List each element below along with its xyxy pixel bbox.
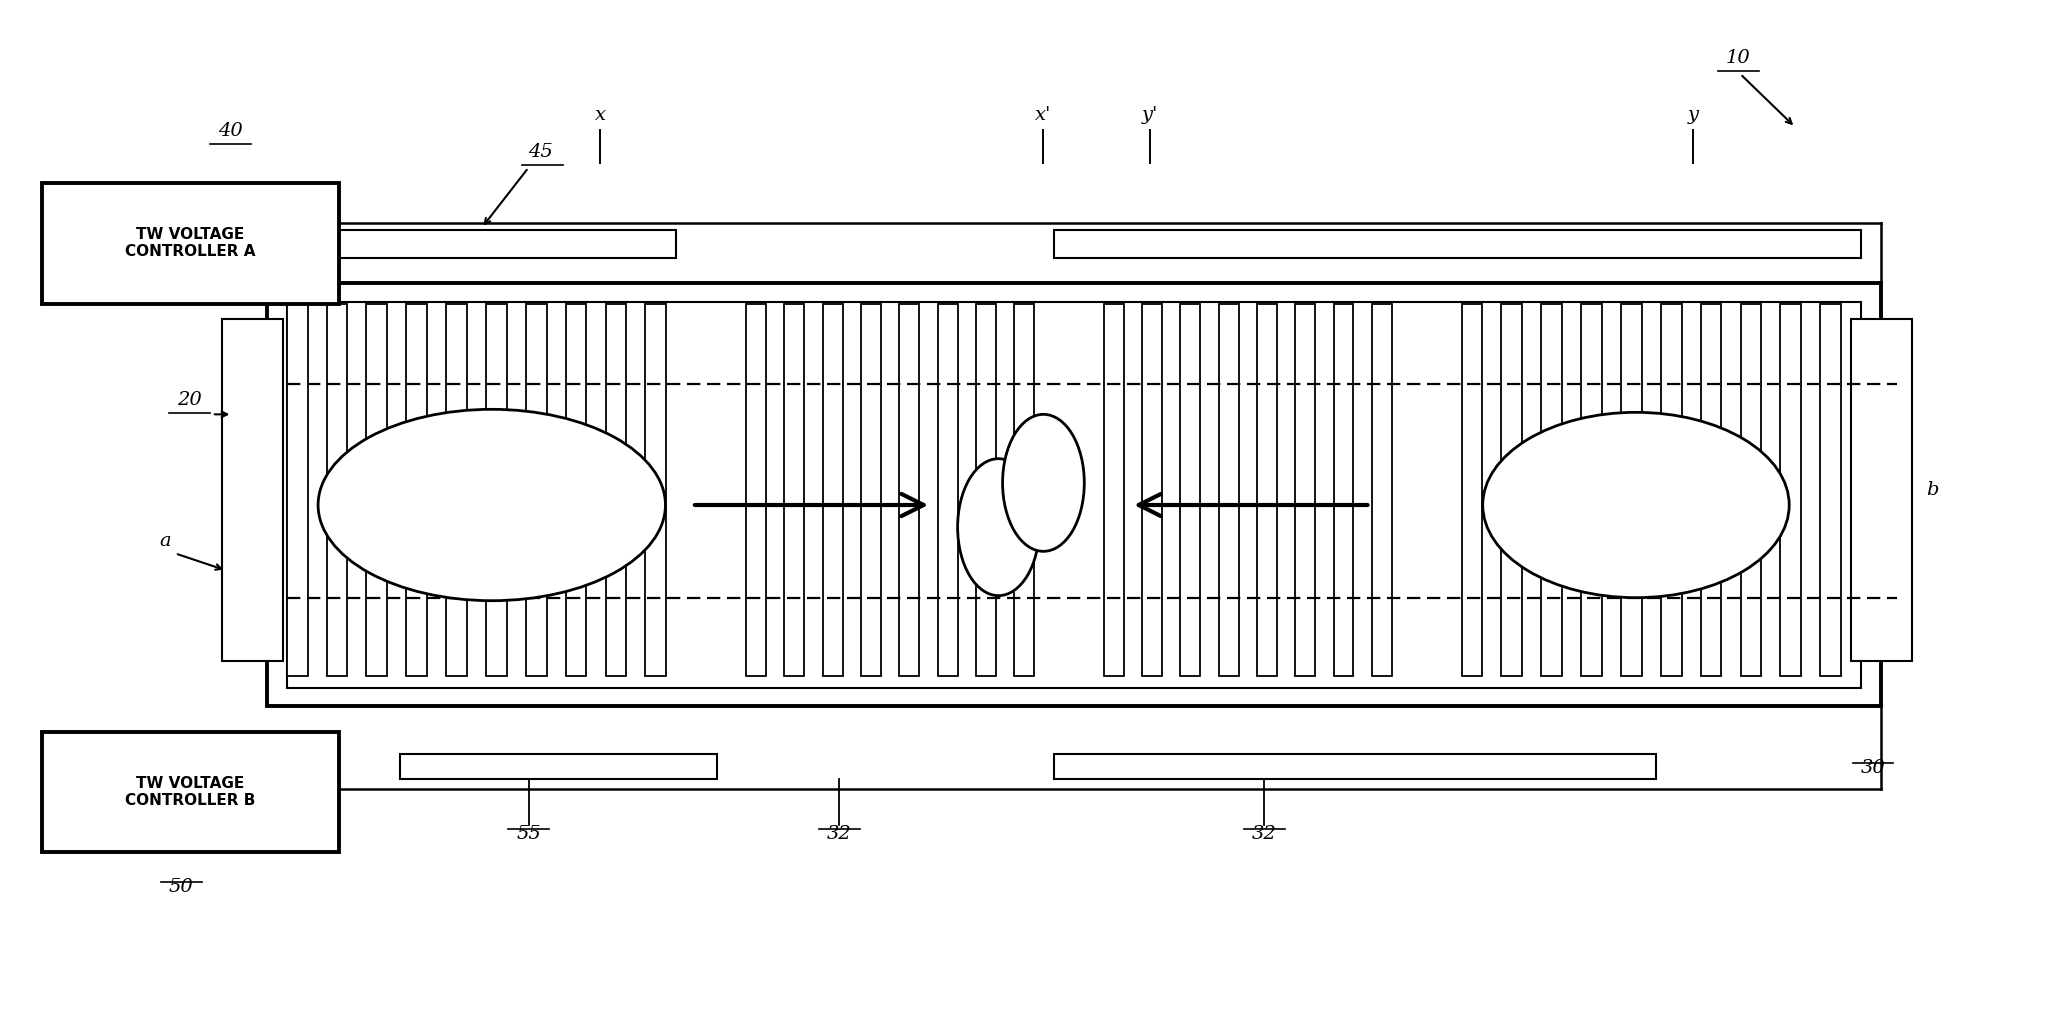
Bar (937, 304, 958, 677)
Bar (1850, 319, 1911, 662)
Text: y': y' (1142, 106, 1158, 124)
Bar (43, 183, 338, 304)
Bar (399, 753, 716, 779)
Bar (1054, 230, 1860, 259)
Bar (976, 304, 996, 677)
Bar (487, 304, 507, 677)
Bar (286, 304, 307, 677)
Bar (1821, 304, 1841, 677)
Bar (1741, 304, 1762, 677)
Bar (327, 304, 348, 677)
Bar (407, 304, 428, 677)
Bar (43, 731, 338, 852)
Bar (1780, 304, 1800, 677)
Bar (1461, 304, 1483, 677)
Bar (1295, 304, 1316, 677)
Bar (565, 304, 587, 677)
Text: TW VOLTAGE
CONTROLLER A: TW VOLTAGE CONTROLLER A (125, 227, 256, 260)
Bar (1661, 304, 1682, 677)
Bar (1582, 304, 1602, 677)
Text: TW VOLTAGE
CONTROLLER B: TW VOLTAGE CONTROLLER B (125, 776, 256, 808)
Bar (1181, 304, 1201, 677)
Bar (446, 304, 466, 677)
Text: a: a (160, 532, 170, 550)
Bar (1054, 753, 1657, 779)
Bar (526, 304, 546, 677)
Bar (861, 304, 882, 677)
Text: y: y (1688, 106, 1698, 124)
Bar (1219, 304, 1238, 677)
Bar (1620, 304, 1641, 677)
Bar (268, 284, 1880, 706)
Text: 20: 20 (178, 391, 203, 409)
Text: 40: 40 (217, 122, 243, 140)
Bar (223, 319, 282, 662)
Bar (644, 304, 667, 677)
Text: x: x (595, 106, 606, 124)
Text: b: b (1925, 481, 1940, 499)
Bar (1373, 304, 1391, 677)
Bar (747, 304, 765, 677)
Bar (366, 304, 387, 677)
Text: 55: 55 (516, 825, 540, 843)
Bar (1700, 304, 1721, 677)
Bar (297, 230, 675, 259)
Ellipse shape (1003, 414, 1084, 551)
Text: 32: 32 (1252, 825, 1277, 843)
Text: 50: 50 (170, 878, 194, 896)
Bar (1015, 304, 1033, 677)
Bar (1256, 304, 1277, 677)
Ellipse shape (1483, 412, 1788, 598)
Ellipse shape (317, 409, 665, 601)
Bar (1334, 304, 1354, 677)
Bar (1142, 304, 1162, 677)
Text: x': x' (1035, 106, 1052, 124)
Bar (822, 304, 843, 677)
Text: 32: 32 (827, 825, 851, 843)
Text: 45: 45 (528, 142, 552, 161)
Text: 30: 30 (1860, 759, 1886, 777)
Bar (606, 304, 626, 677)
Bar (1541, 304, 1561, 677)
Bar (784, 304, 804, 677)
Text: 10: 10 (1725, 48, 1751, 67)
Bar (1103, 304, 1123, 677)
Ellipse shape (958, 459, 1039, 596)
Bar (900, 304, 919, 677)
Bar (1502, 304, 1522, 677)
Bar (286, 302, 1860, 688)
